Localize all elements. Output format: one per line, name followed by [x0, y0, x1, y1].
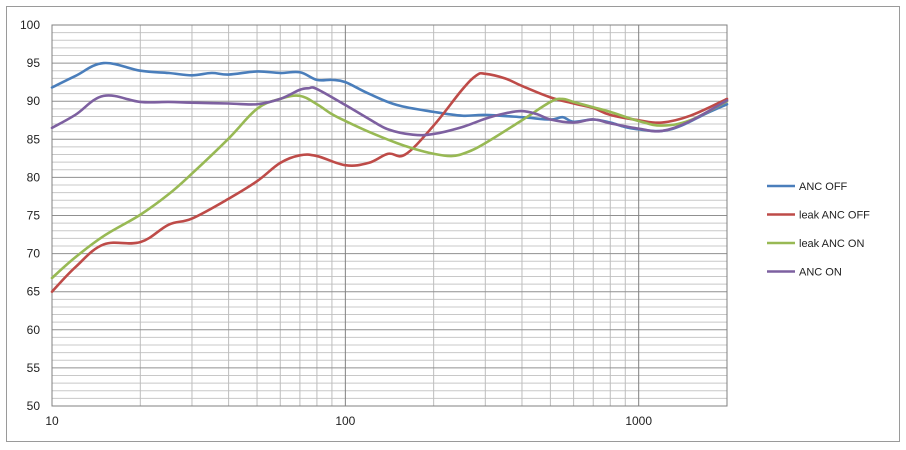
y-tick-label: 85 — [27, 132, 41, 146]
plot-area-border — [51, 24, 728, 407]
y-tick-label: 50 — [27, 399, 41, 413]
y-axis-tick-labels: 50 55 60 65 70 75 80 85 90 95 100 — [20, 18, 40, 413]
x-tick-label: 10 — [45, 414, 59, 428]
legend-label-leak-anc-on: leak ANC ON — [799, 238, 864, 250]
series-line-anc-on — [50, 86, 729, 137]
y-tick-label: 60 — [27, 323, 41, 337]
legend-label-anc-off: ANC OFF — [799, 181, 848, 193]
y-tick-label: 55 — [27, 361, 41, 375]
series-line-leak-anc-off — [50, 71, 729, 293]
series-line-leak-anc-on — [50, 94, 729, 280]
y-minor-gridlines — [52, 32, 727, 399]
legend-label-leak-anc-off: leak ANC OFF — [799, 210, 870, 222]
legend-label-anc-on: ANC ON — [799, 267, 842, 279]
y-tick-label: 95 — [27, 56, 41, 70]
y-tick-label: 100 — [20, 18, 40, 32]
x-tick-label: 1000 — [625, 414, 652, 428]
y-tick-label: 70 — [27, 247, 41, 261]
x-tick-label: 100 — [335, 414, 355, 428]
y-tick-label: 90 — [27, 94, 41, 108]
y-tick-label: 80 — [27, 170, 41, 184]
legend: ANC OFF leak ANC OFF leak ANC ON ANC ON — [767, 181, 870, 279]
y-tick-label: 75 — [27, 209, 41, 223]
series-lines — [50, 61, 729, 293]
y-tick-label: 65 — [27, 285, 41, 299]
x-axis-tick-labels: 10 100 1000 — [45, 414, 652, 428]
